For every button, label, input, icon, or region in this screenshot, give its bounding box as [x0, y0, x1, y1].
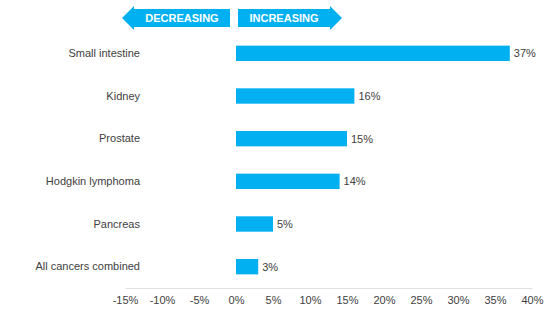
category-label: Kidney	[106, 90, 140, 102]
category-label: Prostate	[99, 132, 140, 144]
category-label: Hodgkin lymphoma	[46, 175, 141, 187]
x-tick-label: 30%	[447, 294, 469, 306]
annotation: DECREASING	[145, 12, 218, 24]
x-tick-label: 25%	[410, 294, 432, 306]
x-axis-line	[126, 288, 533, 289]
data-labels: 37% 16% 15% 14% 5% 3%	[262, 47, 536, 272]
data-label: 3%	[262, 261, 278, 273]
bar	[236, 216, 273, 231]
bars	[236, 46, 510, 275]
annotations: DECREASING INCREASING	[122, 6, 342, 30]
y-tick: Small intestine	[68, 47, 140, 59]
y-tick: Prostate	[99, 132, 140, 144]
x-tick: 10%	[299, 288, 321, 306]
x-tick: 35%	[484, 288, 506, 306]
bar	[236, 131, 347, 146]
x-tick: 0%	[229, 288, 245, 306]
x-tick-label: 35%	[484, 294, 506, 306]
chart: -15% -10% -5% 0% 5% 10% 15% 20% 25% 30% 35% 40% Smal…	[0, 0, 558, 320]
category-label: All cancers combined	[35, 260, 140, 272]
x-tick-label: -10%	[150, 294, 176, 306]
x-tick: 5%	[266, 288, 282, 306]
category-label: Small intestine	[68, 47, 140, 59]
x-tick-label: -5%	[190, 294, 210, 306]
x-tick: 25%	[410, 288, 432, 306]
arrow	[122, 6, 230, 30]
data-label: 5%	[277, 218, 293, 230]
x-tick-label: 10%	[299, 294, 321, 306]
category-label: Pancreas	[94, 218, 141, 230]
x-tick-label: 5%	[266, 294, 282, 306]
x-tick: -15%	[113, 288, 139, 306]
bar	[236, 259, 258, 274]
x-tick: 40%	[521, 288, 543, 306]
y-tick: Kidney	[106, 90, 140, 102]
data-label: 37%	[514, 47, 536, 59]
y-tick: Pancreas	[94, 218, 141, 230]
x-tick: -5%	[190, 288, 210, 306]
x-tick-label: 15%	[336, 294, 358, 306]
y-tick: Hodgkin lymphoma	[46, 175, 141, 187]
x-tick-label: 20%	[373, 294, 395, 306]
x-axis: -15% -10% -5% 0% 5% 10% 15% 20% 25% 30% 35% 40%	[113, 288, 544, 306]
data-label: 14%	[344, 175, 366, 187]
data-label: 15%	[351, 133, 373, 145]
x-tick-label: -15%	[113, 294, 139, 306]
y-axis: Small intestine Kidney Prostate Hodgkin lym…	[35, 47, 140, 272]
arrow	[238, 6, 342, 30]
annotation: INCREASING	[249, 12, 318, 24]
x-tick-label: 0%	[229, 294, 245, 306]
x-tick: 30%	[447, 288, 469, 306]
y-tick: All cancers combined	[35, 260, 140, 272]
x-tick: 20%	[373, 288, 395, 306]
bar	[236, 88, 354, 103]
x-tick: -10%	[150, 288, 176, 306]
bar	[236, 174, 340, 189]
data-label: 16%	[358, 90, 380, 102]
x-tick-label: 40%	[521, 294, 543, 306]
bar	[236, 46, 510, 61]
x-tick: 15%	[336, 288, 358, 306]
